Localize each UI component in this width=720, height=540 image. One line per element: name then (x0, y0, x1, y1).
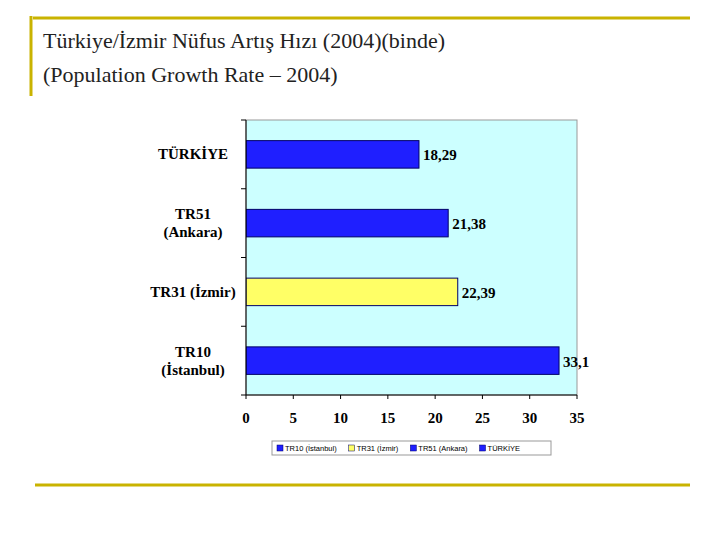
subtitle: (Population Growth Rate – 2004) (43, 62, 338, 87)
x-tick-label: 10 (333, 410, 348, 426)
x-tick (529, 395, 530, 399)
x-tick (482, 395, 483, 399)
category-label: TR31 (İzmir) (150, 284, 235, 301)
legend-label: TR51 (Ankara) (418, 444, 468, 453)
category-tick (241, 188, 246, 189)
x-tick-label: 25 (475, 410, 490, 426)
bar (246, 347, 559, 375)
x-tick-label: 15 (380, 410, 395, 426)
decor-line (33, 17, 690, 20)
legend-swatch (410, 445, 416, 451)
legend-label: TÜRKİYE (488, 444, 521, 453)
x-tick-label: 0 (242, 410, 250, 426)
decor-line (35, 484, 690, 487)
legend-swatch (349, 445, 355, 451)
category-tick (241, 326, 246, 327)
bar (246, 209, 448, 237)
x-tick (340, 395, 341, 399)
x-tick (577, 395, 578, 399)
chart-svg: Türkiye/İzmir Nüfus Artış Hızı (2004)(bi… (0, 0, 720, 540)
x-tick-label: 35 (570, 410, 585, 426)
category-tick (241, 120, 246, 121)
text-line: TR31 (İzmir) (150, 284, 235, 301)
x-tick-label: 20 (428, 410, 443, 426)
bar (246, 278, 458, 306)
x-tick (435, 395, 436, 399)
x-tick-label: 5 (290, 410, 298, 426)
category-tick (241, 257, 246, 258)
data-label: 18,29 (423, 147, 457, 163)
bar (246, 141, 419, 169)
legend-swatch (480, 445, 486, 451)
text-line: TR51 (175, 206, 211, 222)
legend-box (272, 441, 551, 455)
x-tick (387, 395, 388, 399)
data-label: 21,38 (452, 216, 486, 232)
data-label: 33,1 (563, 354, 589, 370)
text-line: (İstanbul) (161, 362, 224, 379)
x-tick (293, 395, 294, 399)
text-line: TÜRKİYE (158, 146, 228, 162)
category-label: TR51 (Ankara) (163, 206, 222, 241)
x-tick-label: 30 (522, 410, 537, 426)
legend: TR10 (İstanbul) TR31 (İzmir) TR51 (Ankara)… (272, 441, 551, 455)
category-label: TÜRKİYE (158, 146, 228, 162)
slide: Türkiye/İzmir Nüfus Artış Hızı (2004)(bi… (0, 0, 720, 540)
x-axis (246, 395, 577, 396)
legend-label: TR31 (İzmir) (357, 444, 399, 453)
text-line: (Ankara) (163, 224, 222, 241)
data-label: 22,39 (462, 285, 496, 301)
bars (246, 141, 559, 375)
plot-area (246, 120, 577, 395)
legend-swatch (277, 445, 283, 451)
decor-line (30, 16, 33, 96)
legend-label: TR10 (İstanbul) (285, 444, 337, 453)
title: Türkiye/İzmir Nüfus Artış Hızı (2004)(bi… (43, 28, 445, 53)
category-label: TR10 (İstanbul) (161, 344, 224, 379)
category-tick (241, 395, 246, 396)
x-tick (246, 395, 247, 399)
text-line: TR10 (175, 344, 211, 360)
